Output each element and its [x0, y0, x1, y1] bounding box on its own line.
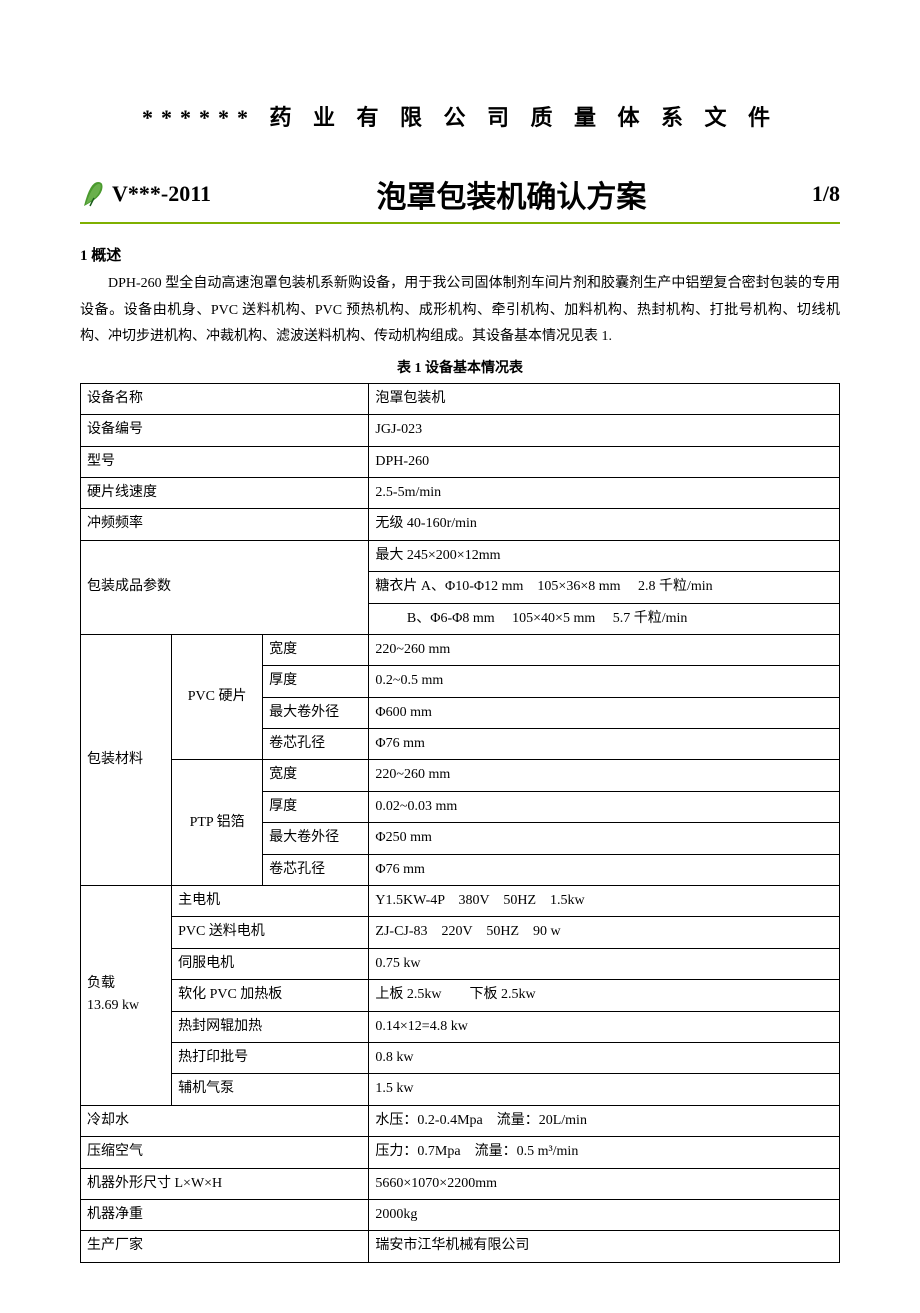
cell-label: 伺服电机	[172, 948, 369, 979]
table-row: 硬片线速度 2.5-5m/min	[81, 477, 840, 508]
cell-value: DPH-260	[369, 446, 840, 477]
cell-label: 软化 PVC 加热板	[172, 980, 369, 1011]
table-row: 冷却水 水压：0.2-0.4Mpa 流量：20L/min	[81, 1105, 840, 1136]
cell-value: 上板 2.5kw 下板 2.5kw	[369, 980, 840, 1011]
cell-value: 压力：0.7Mpa 流量：0.5 m³/min	[369, 1137, 840, 1168]
cell-label: PVC 送料电机	[172, 917, 369, 948]
cell-label: 厚度	[263, 666, 369, 697]
cell-label: 最大卷外径	[263, 823, 369, 854]
cell-label: 负载 13.69 kw	[81, 886, 172, 1106]
cell-value: Φ250 mm	[369, 823, 840, 854]
cell-label: 热封网辊加热	[172, 1011, 369, 1042]
cell-value: 0.2~0.5 mm	[369, 666, 840, 697]
cell-label: 热打印批号	[172, 1042, 369, 1073]
cell-value: Φ600 mm	[369, 697, 840, 728]
cell-value: 0.14×12=4.8 kw	[369, 1011, 840, 1042]
table-row: 压缩空气 压力：0.7Mpa 流量：0.5 m³/min	[81, 1137, 840, 1168]
cell-value: Y1.5KW-4P 380V 50HZ 1.5kw	[369, 886, 840, 917]
cell-label: 主电机	[172, 886, 369, 917]
table-row: 包装材料 PVC 硬片 宽度 220~260 mm	[81, 634, 840, 665]
table-row: 辅机气泵 1.5 kw	[81, 1074, 840, 1105]
cell-label: 机器外形尺寸 L×W×H	[81, 1168, 369, 1199]
cell-label: 卷芯孔径	[263, 729, 369, 760]
spec-table: 设备名称 泡罩包装机 设备编号 JGJ-023 型号 DPH-260 硬片线速度…	[80, 383, 840, 1263]
cell-label: 设备名称	[81, 383, 369, 414]
cell-label: 宽度	[263, 760, 369, 791]
page-number: 1/8	[812, 181, 840, 207]
document-page: ****** 药 业 有 限 公 司 质 量 体 系 文 件 V***-2011…	[0, 0, 920, 1313]
cell-label: 机器净重	[81, 1199, 369, 1230]
table-row: 软化 PVC 加热板 上板 2.5kw 下板 2.5kw	[81, 980, 840, 1011]
section-1-heading: 1 概述	[80, 244, 840, 265]
table-row: 机器外形尺寸 L×W×H 5660×1070×2200mm	[81, 1168, 840, 1199]
cell-label: 压缩空气	[81, 1137, 369, 1168]
cell-label: 卷芯孔径	[263, 854, 369, 885]
table-row: 机器净重 2000kg	[81, 1199, 840, 1230]
title-row: V***-2011 泡罩包装机确认方案 1/8	[80, 172, 840, 224]
cell-label: 最大卷外径	[263, 697, 369, 728]
cell-label: 冲频频率	[81, 509, 369, 540]
table-row: 设备名称 泡罩包装机	[81, 383, 840, 414]
table-row: 设备编号 JGJ-023	[81, 415, 840, 446]
table-row: 包装成品参数 最大 245×200×12mm	[81, 540, 840, 571]
table-row: 热打印批号 0.8 kw	[81, 1042, 840, 1073]
cell-label: 设备编号	[81, 415, 369, 446]
cell-label: 冷却水	[81, 1105, 369, 1136]
cell-label: PTP 铝箔	[172, 760, 263, 886]
cell-label: 辅机气泵	[172, 1074, 369, 1105]
table-row: PVC 送料电机 ZJ-CJ-83 220V 50HZ 90 w	[81, 917, 840, 948]
table-row: 伺服电机 0.75 kw	[81, 948, 840, 979]
cell-value: 5660×1070×2200mm	[369, 1168, 840, 1199]
cell-value: 水压：0.2-0.4Mpa 流量：20L/min	[369, 1105, 840, 1136]
cell-value: 瑞安市江华机械有限公司	[369, 1231, 840, 1262]
cell-value: 无级 40-160r/min	[369, 509, 840, 540]
cell-value: 2000kg	[369, 1199, 840, 1230]
cell-value: B、Φ6-Φ8 mm 105×40×5 mm 5.7 千粒/min	[369, 603, 840, 634]
cell-value: 2.5-5m/min	[369, 477, 840, 508]
cell-value: 220~260 mm	[369, 760, 840, 791]
cell-label: 生产厂家	[81, 1231, 369, 1262]
cell-label: 宽度	[263, 634, 369, 665]
cell-value: Φ76 mm	[369, 729, 840, 760]
table-row: 负载 13.69 kw 主电机 Y1.5KW-4P 380V 50HZ 1.5k…	[81, 886, 840, 917]
cell-value: 0.8 kw	[369, 1042, 840, 1073]
cell-value: 0.75 kw	[369, 948, 840, 979]
cell-label: 厚度	[263, 791, 369, 822]
cell-value: 最大 245×200×12mm	[369, 540, 840, 571]
cell-label: 包装材料	[81, 634, 172, 885]
cell-label: PVC 硬片	[172, 634, 263, 760]
cell-label: 硬片线速度	[81, 477, 369, 508]
doc-code-block: V***-2011	[80, 178, 211, 210]
doc-title: 泡罩包装机确认方案	[376, 172, 646, 216]
cell-label: 型号	[81, 446, 369, 477]
table-row: 冲频频率 无级 40-160r/min	[81, 509, 840, 540]
table-1-caption: 表 1 设备基本情况表	[80, 357, 840, 377]
load-line2: 13.69 kw	[87, 998, 139, 1013]
company-header: ****** 药 业 有 限 公 司 质 量 体 系 文 件	[80, 100, 840, 132]
cell-label: 包装成品参数	[81, 540, 369, 634]
table-row: 生产厂家 瑞安市江华机械有限公司	[81, 1231, 840, 1262]
cell-value: 泡罩包装机	[369, 383, 840, 414]
cell-value: ZJ-CJ-83 220V 50HZ 90 w	[369, 917, 840, 948]
cell-value: 糖衣片 A、Φ10-Φ12 mm 105×36×8 mm 2.8 千粒/min	[369, 572, 840, 603]
section-1-paragraph: DPH-260 型全自动高速泡罩包装机系新购设备，用于我公司固体制剂车间片剂和胶…	[80, 271, 840, 351]
cell-value: 220~260 mm	[369, 634, 840, 665]
cell-value: 0.02~0.03 mm	[369, 791, 840, 822]
cell-value: 1.5 kw	[369, 1074, 840, 1105]
cell-value: Φ76 mm	[369, 854, 840, 885]
load-line1: 负载	[87, 976, 115, 991]
logo-icon	[80, 178, 108, 210]
table-row: 热封网辊加热 0.14×12=4.8 kw	[81, 1011, 840, 1042]
cell-value: JGJ-023	[369, 415, 840, 446]
doc-code-text: V***-2011	[112, 181, 211, 207]
table-row: PTP 铝箔 宽度 220~260 mm	[81, 760, 840, 791]
table-row: 型号 DPH-260	[81, 446, 840, 477]
